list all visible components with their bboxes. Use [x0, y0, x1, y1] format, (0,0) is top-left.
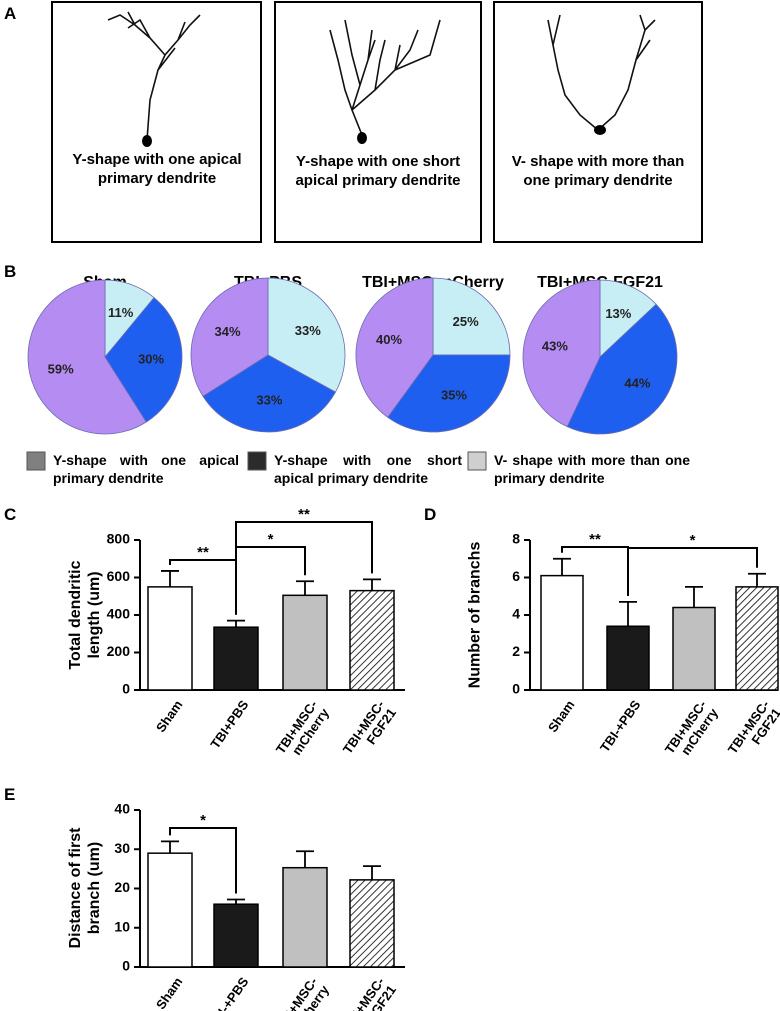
panel-label: B [4, 262, 17, 281]
pie-slice [432, 277, 511, 356]
panel-box [493, 1, 703, 243]
pie-slice [202, 354, 337, 433]
legend-label: V- shape with more than one primary dend… [494, 452, 690, 486]
y-tick-label: 40 [114, 801, 130, 817]
significance-label: ** [197, 544, 209, 561]
pie-slice [522, 279, 601, 428]
significance-label: * [268, 531, 274, 548]
pie-value-label: 30% [138, 351, 164, 366]
bar [147, 852, 193, 968]
significance-label: ** [589, 531, 601, 548]
y-tick-label: 2 [512, 643, 520, 659]
y-axis-label: Total dendritic length (um) [67, 560, 103, 670]
significance-bracket [627, 547, 758, 596]
panel-label: A [4, 4, 17, 23]
y-tick-label: 400 [107, 606, 131, 622]
y-tick-label: 30 [114, 840, 130, 856]
soma [594, 125, 606, 135]
legend-swatch [467, 451, 487, 471]
bar [282, 866, 328, 968]
legend-label: Y-shape with one apical primary dendrite [53, 452, 239, 486]
significance-label: * [200, 812, 206, 829]
pie-value-label: 33% [256, 393, 282, 408]
significance-bracket [169, 827, 237, 894]
bar [147, 586, 193, 691]
caption: Y-shape with one short apical primary de… [295, 153, 461, 189]
panel-box [51, 1, 262, 243]
bar [349, 589, 395, 691]
bar [282, 594, 328, 691]
bar [213, 903, 259, 968]
pie-value-label: 34% [214, 324, 240, 339]
y-tick-label: 8 [512, 531, 520, 547]
pie-slice [355, 277, 434, 418]
y-axis-label: Distance of first branch (um) [67, 827, 103, 949]
caption: Y-shape with one apical primary dendrite [72, 151, 242, 187]
panel-label: E [4, 785, 16, 804]
bar [213, 626, 259, 691]
y-tick-label: 4 [512, 606, 520, 622]
pie-value-label: 43% [542, 338, 568, 353]
neuron-sketches [107, 11, 656, 141]
legend-swatch [247, 451, 267, 471]
pie-value-label: 35% [441, 388, 467, 403]
y-tick-label: 800 [107, 531, 131, 547]
panel-label: D [424, 505, 437, 524]
significance-label: * [690, 532, 696, 549]
y-tick-label: 0 [122, 681, 130, 697]
pie-slice [104, 297, 183, 423]
y-tick-label: 600 [107, 568, 131, 584]
pie-slice [267, 277, 346, 393]
pie-value-label: 25% [453, 314, 479, 329]
y-axis-label: Number of branchs [466, 541, 484, 689]
pie-value-label: 59% [48, 361, 74, 376]
significance-label: ** [298, 506, 310, 523]
y-tick-label: 6 [512, 568, 520, 584]
soma [357, 132, 367, 144]
bar [735, 586, 779, 691]
pie-slice [599, 279, 657, 358]
pie-value-label: 44% [624, 376, 650, 391]
y-tick-label: 0 [512, 681, 520, 697]
bar [349, 879, 395, 968]
y-tick-label: 0 [122, 958, 130, 974]
pie-value-label: 11% [108, 305, 134, 320]
pie-slice [190, 277, 269, 397]
bar [606, 625, 650, 691]
significance-bracket [235, 521, 373, 615]
y-tick-label: 200 [107, 643, 131, 659]
pie-slice [27, 279, 147, 435]
y-tick-label: 20 [114, 879, 130, 895]
legend-label: Y-shape with one short apical primary de… [274, 452, 462, 486]
pie-value-label: 40% [376, 332, 402, 347]
bar [540, 574, 584, 691]
pie-slice [387, 354, 511, 433]
panel-box [274, 1, 482, 243]
pie-value-label: 13% [605, 306, 631, 321]
panel-label: C [4, 505, 17, 524]
legend-swatch [26, 451, 46, 471]
caption: V- shape with more than one primary dend… [511, 153, 685, 189]
bar [672, 606, 716, 691]
pie-slice [566, 303, 678, 435]
pie-value-label: 33% [295, 323, 321, 338]
soma [142, 135, 152, 147]
y-tick-label: 10 [114, 918, 130, 934]
